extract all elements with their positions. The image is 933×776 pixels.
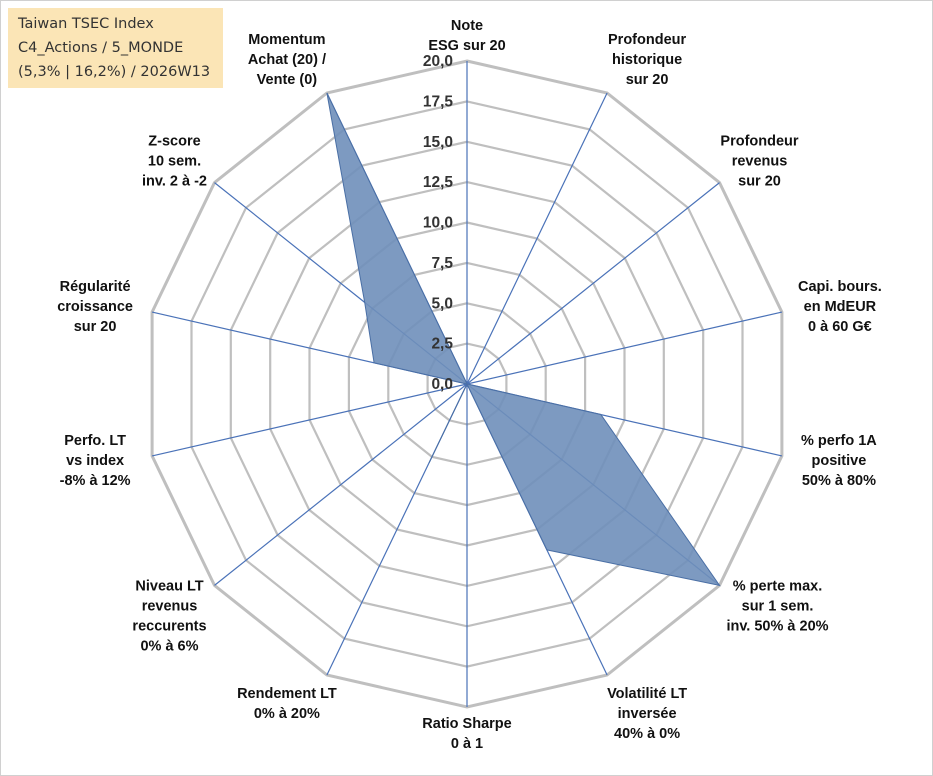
axis-spoke [466, 92, 608, 385]
axis-label: Perfo. LT vs index -8% à 12% [60, 433, 131, 489]
axis-label: Momentum Achat (20) / Vente (0) [248, 32, 326, 88]
title-box: Taiwan TSEC Index C4_Actions / 5_MONDE (… [8, 8, 223, 88]
axis-label: Volatilité LT inversée 40% à 0% [607, 686, 687, 742]
axis-label-line: 0% à 6% [140, 638, 198, 654]
axis-label: % perte max. sur 1 sem. inv. 50% à 20% [726, 578, 828, 634]
axis-label-line: Régularité [60, 279, 131, 295]
axis-label-line: Z-score [148, 134, 200, 150]
axis-label: Ratio Sharpe 0 à 1 [422, 716, 511, 752]
axis-label-line: positive [812, 453, 867, 469]
radar-series [326, 92, 721, 587]
axis-label-line: Momentum [248, 32, 325, 48]
radar-axis-labels: Note ESG sur 20 Profondeur historique sur 20… [57, 18, 882, 752]
axis-label-line: Perfo. LT [64, 433, 126, 449]
axis-spoke [214, 383, 468, 586]
axis-label: Régularité croissance sur 20 [57, 279, 133, 335]
axis-label-line: 0 à 60 G€ [808, 319, 872, 335]
axis-label-line: vs index [66, 453, 124, 469]
axis-spoke [151, 383, 468, 457]
axis-label-line: Vente (0) [257, 72, 318, 88]
axis-label-line: Rendement LT [237, 686, 337, 702]
tick-label: 2,5 [431, 336, 453, 353]
axis-label-line: Ratio Sharpe [422, 716, 511, 732]
axis-label-line: -8% à 12% [60, 473, 131, 489]
axis-label-line: sur 20 [738, 174, 781, 190]
axis-label-line: 0% à 20% [254, 706, 320, 722]
tick-label: 5,0 [431, 295, 453, 312]
axis-label-line: 10 sem. [148, 154, 201, 170]
axis-label-line: Niveau LT [135, 578, 203, 594]
axis-label-line: Profondeur [608, 32, 686, 48]
axis-label: Profondeur revenus sur 20 [720, 134, 798, 190]
axis-label: Rendement LT 0% à 20% [237, 686, 337, 722]
axis-spoke [466, 182, 720, 385]
axis-label-line: 0 à 1 [451, 736, 483, 752]
axis-label-line: Capi. bours. [798, 279, 882, 295]
axis-label: Note ESG sur 20 [428, 18, 505, 54]
axis-label-line: en MdEUR [804, 299, 877, 315]
tick-label: 20,0 [423, 53, 453, 70]
axis-label-line: inversée [618, 706, 677, 722]
axis-label: % perfo 1A positive 50% à 80% [801, 433, 877, 489]
axis-label-line: ESG sur 20 [428, 38, 505, 54]
axis-label-line: croissance [57, 299, 133, 315]
tick-label: 17,5 [423, 93, 454, 110]
tick-label: 7,5 [431, 255, 453, 272]
axis-label-line: inv. 2 à -2 [142, 174, 207, 190]
tick-label: 12,5 [423, 174, 454, 191]
axis-label-line: % perte max. [733, 578, 822, 594]
tick-label: 15,0 [423, 134, 453, 151]
axis-label-line: sur 20 [626, 72, 669, 88]
axis-label-line: reccurents [132, 618, 206, 634]
axis-label-line: revenus [732, 154, 788, 170]
axis-label-line: sur 1 sem. [742, 598, 814, 614]
axis-label-line: revenus [142, 598, 198, 614]
title-line-stats: (5,3% | 16,2%) / 2026W13 [18, 64, 211, 80]
title-line-category: C4_Actions / 5_MONDE [18, 40, 184, 56]
axis-label-line: % perfo 1A [801, 433, 877, 449]
axis-label-line: Profondeur [720, 134, 798, 150]
axis-label-line: historique [612, 52, 682, 68]
axis-label-line: sur 20 [74, 319, 117, 335]
axis-label-line: 50% à 80% [802, 473, 876, 489]
title-line-index: Taiwan TSEC Index [18, 16, 154, 32]
axis-label-line: 40% à 0% [614, 726, 680, 742]
tick-label: 10,0 [423, 215, 453, 232]
axis-label-line: inv. 50% à 20% [726, 618, 828, 634]
axis-label: Capi. bours. en MdEUR 0 à 60 G€ [798, 279, 882, 335]
axis-label: Z-score 10 sem. inv. 2 à -2 [142, 134, 207, 190]
axis-spoke [466, 311, 783, 385]
radar-tick-labels: 0,0 2,5 5,0 7,5 10,0 12,5 15,0 17,5 20,0 [423, 53, 454, 393]
axis-label: Profondeur historique sur 20 [608, 32, 686, 88]
axis-label-line: Note [451, 18, 483, 34]
axis-label-line: Achat (20) / [248, 52, 326, 68]
axis-label-line: Volatilité LT [607, 686, 687, 702]
tick-label: 0,0 [431, 376, 453, 393]
axis-label: Niveau LT revenus reccurents 0% à 6% [132, 578, 206, 654]
